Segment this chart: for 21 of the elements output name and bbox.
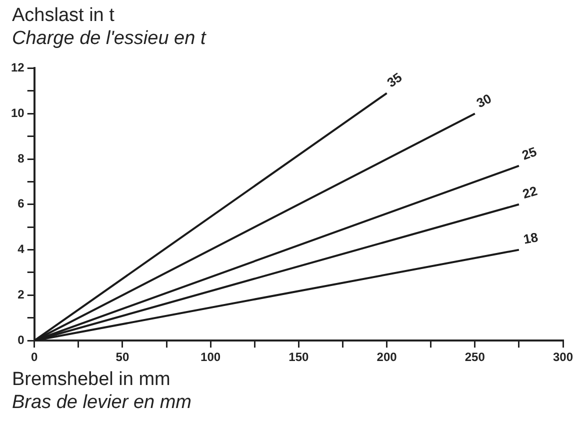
text: 25 — [520, 144, 539, 163]
y-tick-label: 8 — [18, 151, 25, 166]
y-axis-title: Achslast in t Charge de l'essieu en t — [12, 4, 206, 50]
x-axis-title: Bremshebel in mm Bras de levier en mm — [12, 368, 192, 414]
y-tick-label: 12 — [10, 60, 25, 75]
text: 22 — [520, 183, 539, 202]
text: 35 — [384, 70, 405, 90]
y-tick-label: 2 — [18, 288, 25, 302]
y-tick-label: 6 — [18, 196, 25, 211]
x-tick-label: 300 — [552, 350, 574, 364]
y-tick-label: 10 — [10, 106, 25, 120]
x-tick-label: 150 — [288, 350, 310, 364]
x-tick-label: 100 — [200, 350, 221, 364]
text: 18 — [522, 229, 540, 247]
x-tick-label: 250 — [464, 350, 486, 364]
text: 30 — [474, 90, 494, 111]
x-tick-label: 50 — [116, 350, 130, 364]
y-tick-label: 0 — [18, 332, 25, 347]
y-tick-label: 4 — [18, 242, 25, 256]
x-tick-label: 200 — [376, 350, 398, 364]
x-tick-label: 0 — [31, 350, 38, 364]
